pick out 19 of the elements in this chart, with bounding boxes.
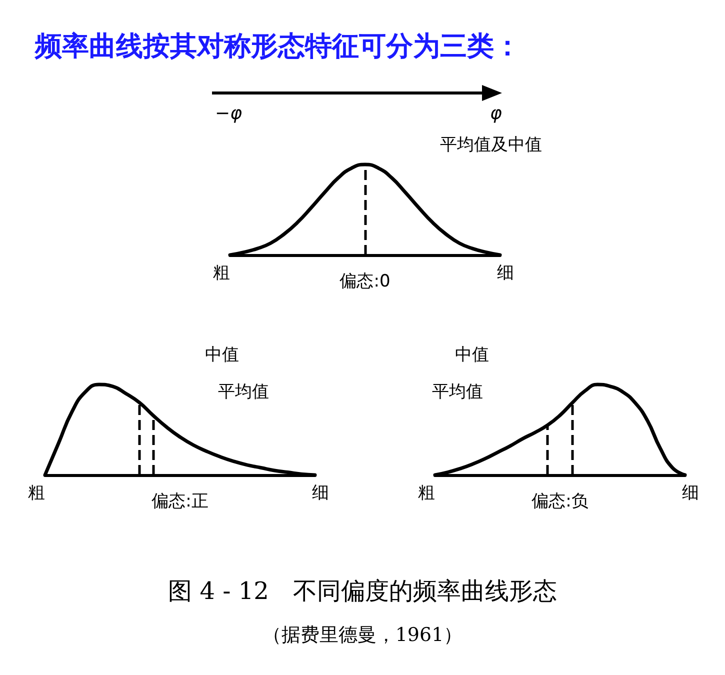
text: 细 [682,482,699,504]
text: φ [490,103,502,124]
x-axis-title: 偏态:负 [532,492,588,512]
text: 中值 [455,344,489,366]
annotation: 平均值 [218,381,269,403]
text: 平均值及中值 [440,134,542,156]
x-axis-title: 偏态:0 [340,272,390,292]
text: −φ [215,103,242,124]
text: 粗 [28,482,45,504]
x-axis-title: 偏态:正 [152,492,208,512]
chart-title: 频率曲线按其对称形态特征可分为三类： [35,30,521,64]
text: （据费里德曼，1961） [261,623,464,648]
text: 粗 [213,262,230,284]
annotation: 平均值 [432,381,483,403]
caption: 图 4 - 12 不同偏度的频率曲线形态 [167,576,558,607]
text: 粗 [418,482,435,504]
text: 细 [312,482,329,504]
text: 中值 [205,344,239,366]
text: 细 [497,262,514,284]
